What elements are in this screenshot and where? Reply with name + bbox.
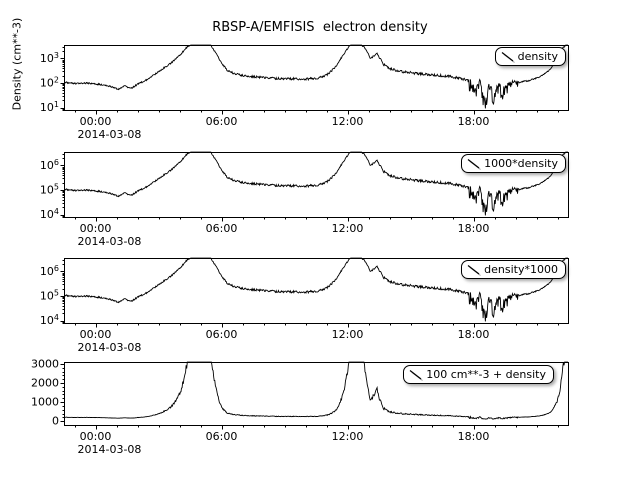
y-tick-label: 0 [52, 415, 59, 428]
x-tick-label: 00:00 [80, 430, 112, 443]
y-tick-label: 3000 [31, 357, 59, 370]
panel-3-data-line [64, 257, 568, 322]
plot-title: RBSP-A/EMFISIS electron density [212, 20, 428, 35]
date-label: 2014-03-08 [78, 341, 142, 354]
x-tick-label: 00:00 [80, 222, 112, 235]
x-tick-label: 06:00 [206, 430, 238, 443]
legend-line-sample-icon [467, 265, 481, 276]
legend-panel-2: 1000*density [461, 154, 566, 173]
panel-3-frame [64, 258, 569, 324]
y-tick-label: 106 [40, 264, 59, 278]
x-tick-label: 12:00 [332, 430, 364, 443]
x-tick-label: 06:00 [206, 328, 238, 341]
y-tick-label: 1000 [31, 396, 59, 409]
x-tick-label: 12:00 [332, 222, 364, 235]
x-tick-label: 06:00 [206, 115, 238, 128]
x-tick-label: 12:00 [332, 115, 364, 128]
y-tick-label: 102 [40, 76, 59, 90]
date-label: 2014-03-08 [78, 443, 142, 456]
panel-3-axes: 00:00 06:00 12:00 18:00 2014-03-08 104 105 106 [40, 257, 569, 354]
panel-4-data-line [64, 361, 568, 420]
y-tick-label: 106 [40, 158, 59, 172]
x-tick-label: 00:00 [80, 328, 112, 341]
legend-panel-4: 100 cm**-3 + density [403, 365, 554, 384]
legend-label: 100 cm**-3 + density [426, 368, 546, 381]
legend-panel-3: density*1000 [461, 260, 566, 279]
date-label: 2014-03-08 [78, 128, 142, 141]
x-tick-label: 18:00 [458, 328, 490, 341]
x-tick-label: 18:00 [458, 222, 490, 235]
panel-1-frame [64, 45, 569, 111]
legend-panel-1: density [494, 47, 566, 66]
y-tick-label: 103 [40, 51, 59, 65]
panel-2-axes: 00:00 06:00 12:00 18:00 2014-03-08 104 105 106 [40, 151, 569, 248]
y-tick-label: 105 [40, 289, 59, 303]
y-tick-label: 104 [40, 313, 59, 327]
legend-line-sample-icon [409, 370, 424, 381]
y-tick-label: 101 [40, 100, 59, 114]
panel-4-axes: 00:00 06:00 12:00 18:00 2014-03-08 0 1000 2000 3… [31, 357, 569, 456]
panel-2-data-line [64, 151, 568, 216]
legend-line-sample-icon [467, 159, 481, 170]
x-tick-label: 18:00 [458, 430, 490, 443]
y-tick-label: 104 [40, 207, 59, 221]
x-tick-label: 06:00 [206, 222, 238, 235]
legend-label: density*1000 [484, 263, 558, 276]
x-tick-label: 18:00 [458, 115, 490, 128]
panel-1-axes: 00:00 06:00 12:00 18:00 2014-03-08 101 102 103 [40, 44, 569, 141]
panel-1-data-line [64, 44, 568, 109]
y-tick-label: 2000 [31, 377, 59, 390]
date-label: 2014-03-08 [78, 235, 142, 248]
legend-label: density [517, 50, 558, 63]
legend-line-sample-icon [501, 52, 515, 63]
panel-2-frame [64, 152, 569, 218]
x-tick-label: 12:00 [332, 328, 364, 341]
y-tick-label: 105 [40, 183, 59, 197]
x-tick-label: 00:00 [80, 115, 112, 128]
legend-label: 1000*density [484, 157, 558, 170]
